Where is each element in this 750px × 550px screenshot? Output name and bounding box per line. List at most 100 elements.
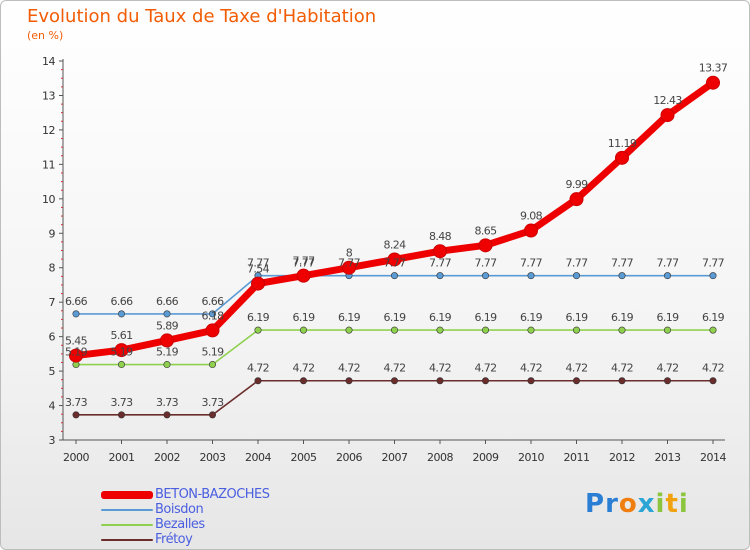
data-point-bezalles <box>209 361 217 369</box>
data-point-bezalles <box>254 326 262 334</box>
chart-legend: BETON-BAZOCHES Boisdon Bezalles Frétoy <box>101 487 361 547</box>
data-label-boisdon: 7.77 <box>247 257 270 270</box>
y-tick-label: 14 <box>42 55 55 68</box>
data-label-fretoy: 3.73 <box>201 396 224 409</box>
data-label-beton-bazoches: 9.08 <box>520 210 543 223</box>
legend-item-beton-bazoches[interactable]: BETON-BAZOCHES <box>101 487 361 502</box>
data-point-beton-bazoches <box>69 348 83 363</box>
x-tick-label: 2012 <box>609 451 635 464</box>
y-tick-label: 12 <box>42 124 55 137</box>
y-tick-label: 10 <box>42 193 55 206</box>
data-point-boisdon <box>663 272 671 280</box>
data-label-fretoy: 4.72 <box>474 362 496 375</box>
data-label-bezalles: 6.19 <box>247 311 270 324</box>
data-point-fretoy <box>345 377 353 385</box>
data-point-beton-bazoches <box>478 238 493 253</box>
logo-letter: r <box>605 489 619 519</box>
logo-letter: o <box>618 489 638 519</box>
data-point-fretoy <box>481 377 489 385</box>
data-label-fretoy: 4.72 <box>429 362 451 375</box>
chart-unit-label: (en %) <box>27 29 64 42</box>
data-label-bezalles: 6.19 <box>429 311 452 324</box>
data-label-boisdon: 7.77 <box>565 257 588 270</box>
data-label-fretoy: 4.72 <box>247 362 269 375</box>
y-tick-label: 13 <box>42 89 55 102</box>
data-label-bezalles: 6.19 <box>338 311 361 324</box>
data-point-bezalles <box>663 326 671 334</box>
data-point-fretoy <box>709 377 717 385</box>
data-point-bezalles <box>618 326 626 334</box>
data-point-beton-bazoches <box>433 244 447 259</box>
legend-label-fretoy: Frétoy <box>155 532 193 547</box>
data-label-boisdon: 7.77 <box>611 257 634 270</box>
x-tick-label: 2008 <box>427 451 453 464</box>
data-label-beton-bazoches: 5.61 <box>110 329 132 342</box>
data-label-boisdon: 6.66 <box>110 295 133 308</box>
data-point-fretoy <box>436 377 444 385</box>
x-tick-label: 2009 <box>473 451 499 464</box>
legend-item-fretoy[interactable]: Frétoy <box>101 532 361 547</box>
legend-label-boisdon: Boisdon <box>155 502 204 517</box>
data-point-beton-bazoches <box>205 323 220 338</box>
legend-swatch-beton-bazoches <box>101 491 153 499</box>
x-tick-label: 2005 <box>291 451 317 464</box>
y-tick-label: 8 <box>49 262 56 275</box>
data-label-beton-bazoches: 9.99 <box>565 178 588 191</box>
y-tick-label: 4 <box>49 400 56 413</box>
data-label-fretoy: 4.72 <box>383 362 405 375</box>
data-point-fretoy <box>299 377 307 385</box>
data-label-bezalles: 5.19 <box>156 346 179 359</box>
data-point-fretoy <box>572 377 580 385</box>
data-label-bezalles: 5.19 <box>110 346 133 359</box>
data-label-boisdon: 7.77 <box>338 257 361 270</box>
x-tick-label: 2010 <box>518 451 544 464</box>
legend-item-bezalles[interactable]: Bezalles <box>101 517 361 532</box>
data-point-boisdon <box>118 310 126 318</box>
data-label-boisdon: 7.77 <box>702 257 725 270</box>
data-label-bezalles: 6.19 <box>611 311 634 324</box>
data-label-beton-bazoches: 8.48 <box>429 230 452 243</box>
data-label-beton-bazoches: 7.77 <box>292 255 315 268</box>
data-label-fretoy: 4.72 <box>338 362 360 375</box>
y-tick-label: 6 <box>49 331 56 344</box>
legend-item-boisdon[interactable]: Boisdon <box>101 502 361 517</box>
legend-swatch-bezalles <box>101 524 153 526</box>
data-label-fretoy: 3.73 <box>156 396 179 409</box>
data-label-fretoy: 4.72 <box>702 362 724 375</box>
x-tick-label: 2007 <box>382 451 408 464</box>
x-tick-label: 2014 <box>700 451 726 464</box>
x-tick-label: 2003 <box>200 451 226 464</box>
data-label-fretoy: 4.72 <box>520 362 542 375</box>
data-point-fretoy <box>209 411 217 419</box>
data-point-fretoy <box>618 377 626 385</box>
data-point-bezalles <box>345 326 353 334</box>
data-label-fretoy: 4.72 <box>611 362 633 375</box>
data-point-beton-bazoches <box>251 276 265 291</box>
logo-letter: i <box>655 489 666 519</box>
data-label-bezalles: 6.19 <box>656 311 679 324</box>
data-point-fretoy <box>163 411 171 419</box>
y-tick-label: 5 <box>49 365 56 378</box>
x-tick-label: 2004 <box>245 451 271 464</box>
data-label-bezalles: 5.19 <box>65 346 88 359</box>
data-point-fretoy <box>390 377 398 385</box>
y-tick-label: 11 <box>42 158 55 171</box>
data-label-bezalles: 6.19 <box>702 311 725 324</box>
data-label-beton-bazoches: 8.24 <box>383 238 406 251</box>
data-label-beton-bazoches: 8.65 <box>474 224 497 237</box>
data-label-beton-bazoches: 7.54 <box>247 263 270 276</box>
data-label-boisdon: 7.77 <box>429 257 452 270</box>
data-point-beton-bazoches <box>114 343 129 358</box>
data-point-bezalles <box>572 326 580 334</box>
logo-letter: t <box>665 489 679 519</box>
data-label-boisdon: 6.66 <box>65 295 88 308</box>
data-point-beton-bazoches <box>569 192 584 207</box>
data-point-beton-bazoches <box>160 333 174 348</box>
data-point-boisdon <box>618 272 626 280</box>
data-point-beton-bazoches <box>387 252 402 267</box>
legend-label-bezalles: Bezalles <box>155 517 205 532</box>
logo-letter: P <box>585 489 606 519</box>
data-point-bezalles <box>481 326 489 334</box>
data-label-bezalles: 6.19 <box>520 311 543 324</box>
